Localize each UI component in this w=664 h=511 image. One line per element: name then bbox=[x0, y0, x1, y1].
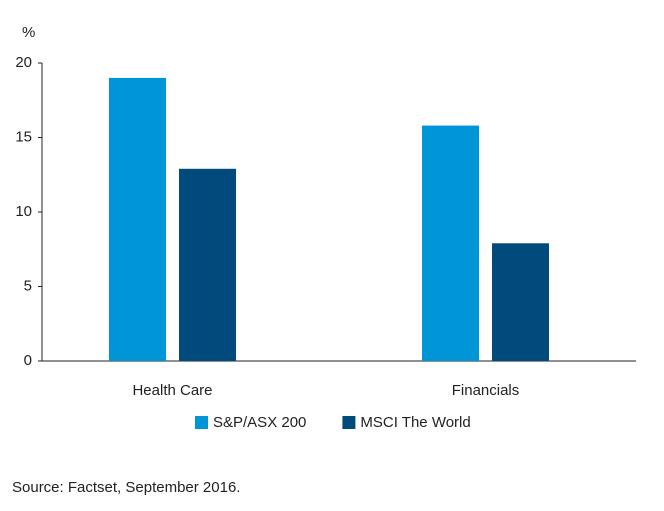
y-tick-label: 15 bbox=[15, 128, 32, 145]
legend-label: S&P/ASX 200 bbox=[213, 414, 306, 431]
legend-label: MSCI The World bbox=[360, 414, 470, 431]
bar bbox=[109, 77, 166, 362]
legend-swatch bbox=[342, 416, 356, 429]
legend-swatch bbox=[195, 416, 208, 429]
bar bbox=[422, 125, 479, 361]
x-tick-label: Financials bbox=[452, 382, 520, 399]
bar bbox=[179, 168, 236, 361]
y-unit: % bbox=[22, 24, 35, 41]
source: Source: Factset, September 2016. bbox=[12, 479, 240, 496]
y-tick-label: 20 bbox=[15, 54, 32, 71]
x-tick-label: Health Care bbox=[132, 382, 212, 399]
y-tick-label: 5 bbox=[24, 277, 32, 294]
y-tick-label: 0 bbox=[24, 352, 32, 369]
bar bbox=[492, 243, 549, 361]
y-tick-label: 10 bbox=[15, 203, 32, 220]
